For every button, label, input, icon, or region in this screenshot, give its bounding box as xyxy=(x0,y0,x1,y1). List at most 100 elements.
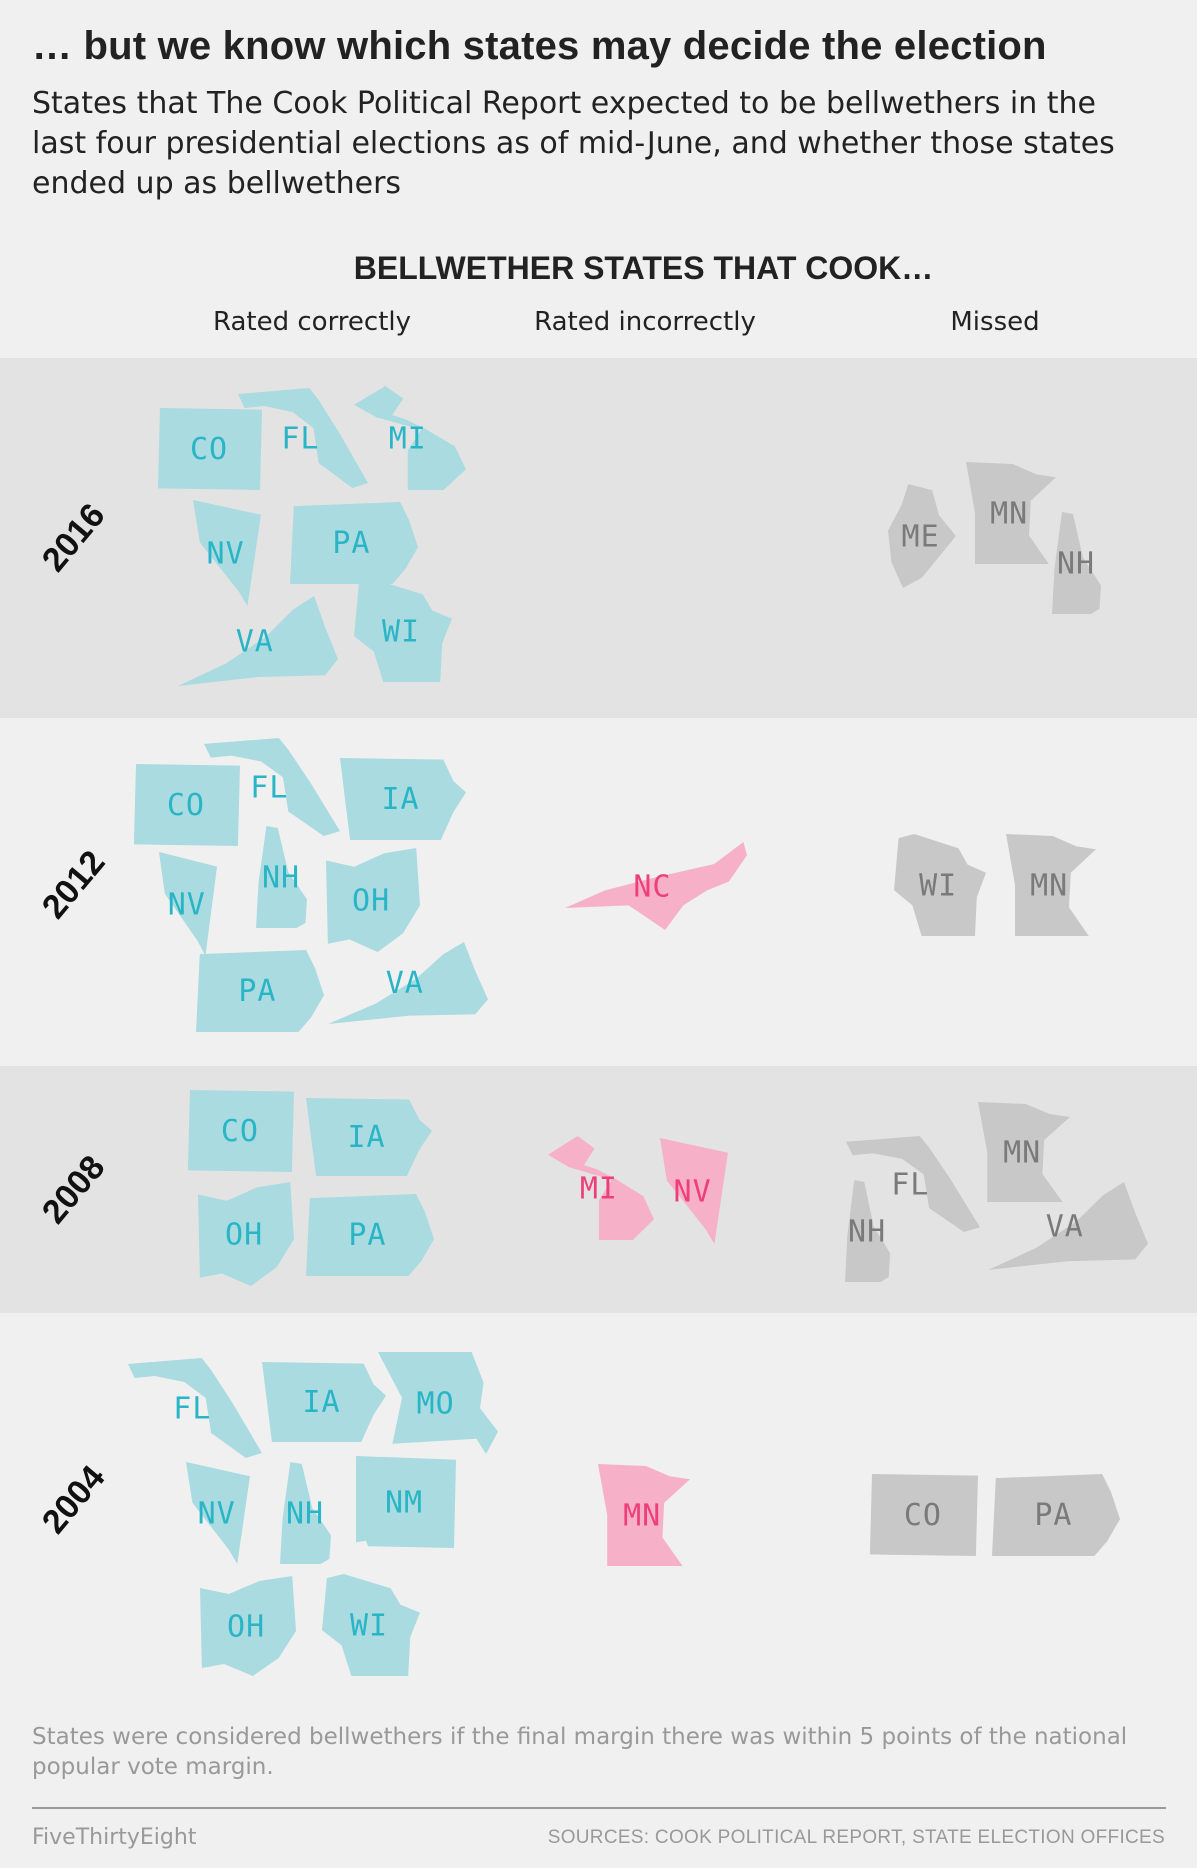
state-shape xyxy=(978,1102,1070,1202)
state-label: MN xyxy=(1030,869,1068,904)
state-label: PA xyxy=(348,1218,386,1253)
state-2012-correct-nh: NH xyxy=(256,826,307,928)
state-shape xyxy=(198,1182,294,1286)
state-2016-missed-mn: MN xyxy=(966,462,1056,564)
state-label: WI xyxy=(350,1609,388,1644)
state-2008-missed-fl: FL xyxy=(846,1136,980,1232)
state-shape xyxy=(378,1352,498,1454)
state-shape xyxy=(187,1090,294,1172)
credit-fivethirtyeight: FiveThirtyEight xyxy=(32,1825,197,1850)
state-2016-correct-va: VA xyxy=(178,596,338,686)
state-label: WI xyxy=(919,869,957,904)
state-label: VA xyxy=(1046,1209,1084,1244)
state-2016-correct-wi: WI xyxy=(354,580,452,682)
state-label: FL xyxy=(250,771,288,806)
state-label: MN xyxy=(1003,1136,1041,1171)
state-label: NH xyxy=(286,1497,324,1532)
state-shape xyxy=(869,1474,978,1556)
state-shape xyxy=(238,388,368,488)
state-shape xyxy=(196,950,324,1032)
state-label: OH xyxy=(225,1218,263,1253)
state-label: MN xyxy=(990,497,1028,532)
state-2004-correct-wi: WI xyxy=(322,1574,420,1676)
state-2012-correct-ia: IA xyxy=(340,758,466,840)
state-2008-correct-oh: OH xyxy=(198,1182,294,1286)
state-shape xyxy=(159,852,217,956)
state-shape xyxy=(280,1462,331,1564)
state-shape xyxy=(322,1574,420,1676)
state-label: NC xyxy=(633,869,671,904)
state-shape xyxy=(128,1358,262,1458)
state-2008-missed-va: VA xyxy=(988,1182,1148,1270)
state-shape xyxy=(328,942,488,1024)
state-2004-correct-fl: FL xyxy=(128,1358,262,1458)
state-shape xyxy=(326,848,420,952)
state-label: MI xyxy=(389,422,427,457)
state-shape xyxy=(200,1576,296,1676)
state-shape xyxy=(598,1464,690,1566)
state-shape xyxy=(158,408,262,490)
state-2008-correct-ia: IA xyxy=(306,1098,432,1176)
state-shape xyxy=(306,1194,434,1276)
state-label: MO xyxy=(417,1387,455,1422)
state-label: NM xyxy=(385,1485,423,1520)
chart-subtitle: States that The Cook Political Report ex… xyxy=(32,86,1115,201)
state-shape xyxy=(262,1362,386,1442)
state-2012-missed-wi: WI xyxy=(894,834,986,936)
state-shape xyxy=(660,1138,728,1244)
state-shape xyxy=(988,1182,1148,1270)
state-label: IA xyxy=(347,1120,385,1155)
state-label: IA xyxy=(302,1385,340,1420)
state-shape xyxy=(354,580,452,682)
state-2016-missed-me: ME xyxy=(888,484,956,588)
state-label: NH xyxy=(848,1215,886,1250)
state-label: CO xyxy=(167,788,205,823)
state-label: NH xyxy=(262,861,300,896)
chart-title: … but we know which states may decide th… xyxy=(32,24,1047,68)
state-label: ME xyxy=(902,520,940,555)
state-label: OH xyxy=(352,884,390,919)
state-2016-correct-pa: PA xyxy=(290,502,418,584)
state-label: WI xyxy=(382,615,420,650)
state-label: PA xyxy=(332,526,370,561)
state-2004-correct-oh: OH xyxy=(200,1576,296,1676)
state-2004-missed-pa: PA xyxy=(992,1474,1120,1556)
state-2016-correct-co: CO xyxy=(158,408,262,490)
state-2008-missed-nh: NH xyxy=(845,1180,891,1282)
state-label: NH xyxy=(1057,547,1095,582)
state-2016-missed-nh: NH xyxy=(1052,512,1101,614)
state-label: MN xyxy=(623,1499,661,1534)
state-2008-incorrect-nv: NV xyxy=(660,1138,728,1244)
section-header: BELLWETHER STATES THAT COOK… xyxy=(353,250,934,286)
state-2012-correct-oh: OH xyxy=(326,848,420,952)
state-shape xyxy=(565,842,747,930)
state-2008-incorrect-mi: MI xyxy=(548,1136,654,1240)
state-shape xyxy=(193,500,261,606)
state-label: CO xyxy=(904,1498,942,1533)
state-2004-correct-nv: NV xyxy=(186,1462,250,1564)
footnote: States were considered bellwethers if th… xyxy=(32,1724,1128,1780)
state-label: VA xyxy=(386,966,424,1001)
state-label: OH xyxy=(227,1610,265,1645)
state-label: NV xyxy=(168,888,206,923)
state-shape xyxy=(894,834,986,936)
state-2016-correct-nv: NV xyxy=(193,500,261,606)
state-label: VA xyxy=(236,624,274,659)
state-shape xyxy=(204,738,340,836)
state-shape xyxy=(178,596,338,686)
state-label: IA xyxy=(381,782,419,817)
state-2004-incorrect-mn: MN xyxy=(598,1464,690,1566)
state-shape xyxy=(548,1136,654,1240)
state-label: CO xyxy=(190,432,228,467)
state-2008-missed-mn: MN xyxy=(978,1102,1070,1202)
state-2012-correct-fl: FL xyxy=(204,738,340,836)
state-label: NV xyxy=(674,1175,712,1210)
column-heading-rated-incorrectly: Rated incorrectly xyxy=(534,307,756,337)
state-shape xyxy=(340,758,466,840)
state-shape xyxy=(845,1180,891,1282)
state-label: PA xyxy=(238,974,276,1009)
state-2016-correct-mi: MI xyxy=(354,386,466,490)
state-2004-correct-nh: NH xyxy=(280,1462,331,1564)
sources-line: SOURCES: COOK POLITICAL REPORT, STATE EL… xyxy=(547,1827,1165,1848)
